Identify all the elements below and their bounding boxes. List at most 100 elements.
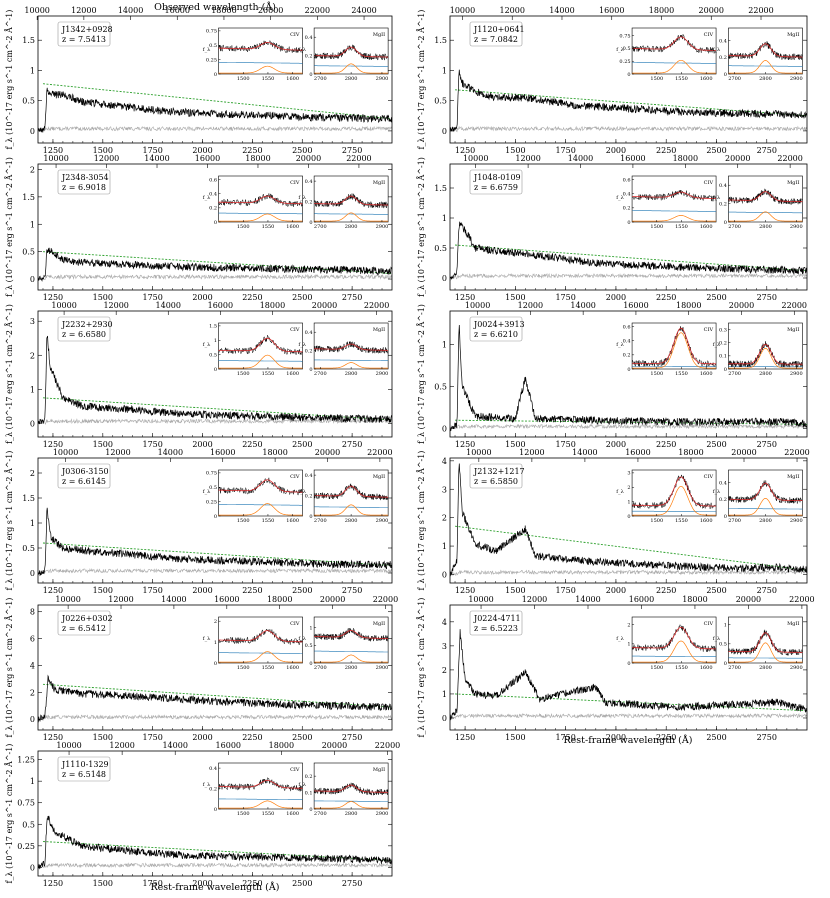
inset-x-tick-label: 1600 [286,518,299,524]
inset-y-tick-label: 0.2 [305,348,313,354]
top-tick-label: 10000 [465,301,490,310]
inset-y-tick-label: 0 [627,220,630,226]
y-tick-label: 2 [30,469,35,478]
continuum-fit [42,397,392,421]
top-tick-label: 12000 [499,6,524,15]
inset-y-label: f_λ [616,47,624,53]
inset-y-tick-label: 0.2 [719,497,727,503]
inset-y-label: f_λ [616,342,624,348]
bottom-tick-label: 1250 [43,146,63,155]
inset-plot [632,624,717,663]
y-tick-label: 1 [30,66,35,75]
inset-spectrum [632,34,717,54]
inset-y-tick-label: 0.5 [209,352,217,358]
inset-line-name: MgII [787,327,799,333]
redshift-label: z = 6.5148 [62,770,106,779]
inset-plot [314,44,389,74]
bottom-tick-label: 1250 [43,586,63,595]
inset-x-tick-label: 2800 [759,371,772,377]
inset-x-tick-label: 1550 [675,224,688,230]
y-tick-label: 1 [30,385,35,394]
inset-y-label: f_λ [203,782,211,788]
plot-area [450,463,807,577]
plot-area [38,247,392,282]
inset-x-tick-label: 2900 [790,76,803,82]
inset-frame [631,175,717,223]
bottom-tick-label: 2250 [242,879,262,888]
quasar-label-box [469,21,523,47]
inset-line-component [314,212,389,222]
bottom-tick-label: 1750 [142,293,162,302]
top-tick-label: 22000 [784,448,809,457]
inset-plot [314,781,389,809]
inset-y-tick-label: 1 [724,622,727,628]
inset-y-tick-label: 2 [214,619,217,625]
mgii-inset: 2700 2800 2900 0 0.2 0.4 MgII f_λ [713,175,803,230]
y-tick-label: 1 [442,690,447,699]
top-tick-label: 22000 [373,595,398,604]
top-axis-title: Observed wavelength (Å) [154,1,276,13]
inset-frame [728,616,803,664]
inset-spectrum [314,44,389,61]
panel-frame [37,310,393,438]
inset-line-component [218,651,303,663]
error-spectrum [450,272,807,280]
inset-y-tick-label: 0 [309,807,312,813]
bottom-tick-label: 2000 [192,146,212,155]
top-tick-label: 20000 [736,595,761,604]
y-tick-label: 0.5 [434,97,447,106]
top-tick-label: 18000 [262,448,287,457]
y-tick-label: 2 [442,514,447,523]
top-tick-label: 18000 [267,595,292,604]
inset-x-tick-label: 2700 [728,224,741,230]
inset-y-tick-label: 0.4 [209,191,217,197]
inset-line-component [314,63,389,74]
bottom-tick-label: 2750 [342,146,362,155]
panel-frame [449,15,808,144]
bottom-tick-label: 1250 [43,293,63,302]
panel-frame [449,457,808,584]
inset-x-tick-label: 1550 [675,518,688,524]
y-axis-label: f_λ (10^-17 erg s^-1 cm^-2 Å^-1) [5,10,14,150]
inset-x-tick-label: 1550 [262,76,275,82]
top-tick-label: 18000 [676,301,701,310]
top-tick-label: 22000 [364,301,389,310]
inset-frame [631,616,717,664]
inset-plot [728,341,803,369]
inset-continuum [218,212,303,215]
top-tick-label: 22000 [305,6,330,15]
top-tick-label: 22000 [777,154,802,163]
inset-total-fit [314,343,389,351]
inset-line-component [218,213,303,222]
inset-y-tick-label: 0 [724,661,727,667]
inset-y-label: f_λ [298,636,306,642]
inset-x-tick-label: 1550 [262,811,275,817]
bottom-tick-label: 1750 [555,586,575,595]
y-tick-label: 0.25 [17,842,35,851]
inset-x-tick-label: 2800 [345,665,358,671]
inset-line-name: CIV [290,180,300,186]
inset-x-tick-label: 1500 [237,518,250,524]
inset-y-label: f_λ [203,489,211,495]
mgii-inset: 2700 2800 2900 0 0.1 0.2 MgII f_λ [298,762,389,817]
y-tick-label: 0 [442,425,447,434]
inset-frame [728,322,803,370]
top-tick-label: 12000 [109,741,134,750]
inset-y-tick-label: 0.2 [623,353,631,359]
inset-x-tick-label: 1550 [262,665,275,671]
inset-y-label: f_λ [713,636,721,642]
inset-total-fit [314,630,389,639]
inset-continuum [218,798,303,800]
panel-frame [449,604,808,731]
quasar-name: J1120+0641 [473,25,525,34]
inset-y-tick-label: 1 [309,625,312,631]
bottom-tick-label: 1750 [555,440,575,449]
y-tick-label: 6 [30,635,35,644]
bottom-tick-label: 2000 [192,879,212,888]
inset-line-component [218,65,303,74]
y-tick-label: 3 [442,642,447,651]
inset-y-tick-label: 0.5 [719,642,727,648]
inset-x-tick-label: 1500 [237,371,250,377]
error-spectrum [38,862,392,869]
